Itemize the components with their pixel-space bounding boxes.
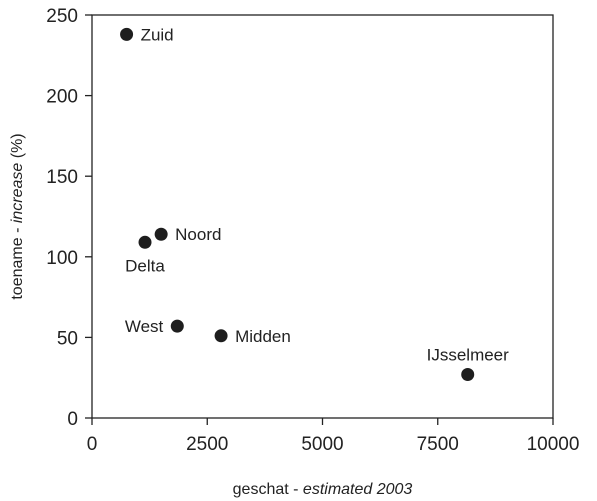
x-tick-label: 0 bbox=[87, 434, 98, 455]
data-point bbox=[461, 367, 475, 381]
data-point-label: West bbox=[125, 317, 164, 336]
x-tick-label: 5000 bbox=[301, 434, 343, 455]
data-point bbox=[120, 27, 134, 41]
x-tick-label: 10000 bbox=[527, 434, 580, 455]
y-axis: 0 50 100 150 200 250 bbox=[46, 6, 92, 430]
data-point-label: Zuid bbox=[141, 25, 174, 44]
y-tick-label: 100 bbox=[46, 248, 78, 269]
data-point-label: Midden bbox=[235, 327, 291, 346]
x-tick-label: 2500 bbox=[186, 434, 228, 455]
y-axis-label-prefix: toename - bbox=[9, 223, 26, 299]
y-tick-label: 50 bbox=[57, 328, 78, 349]
data-point-label: Delta bbox=[125, 256, 165, 275]
data-point bbox=[214, 329, 228, 343]
x-axis-label-prefix: geschat - bbox=[233, 481, 303, 498]
y-axis-label: toename - increase (%) bbox=[9, 133, 26, 299]
y-axis-label-italic: increase bbox=[9, 163, 26, 224]
x-axis: 0 2500 5000 7500 10000 bbox=[87, 418, 580, 455]
y-tick-label: 200 bbox=[46, 87, 78, 108]
data-point-label: Noord bbox=[175, 225, 221, 244]
data-point bbox=[138, 235, 152, 249]
data-point-label: IJsselmeer bbox=[427, 345, 510, 364]
y-tick-label: 250 bbox=[46, 6, 78, 27]
x-axis-label-italic: estimated 2003 bbox=[303, 481, 413, 498]
x-axis-label: geschat - estimated 2003 bbox=[233, 481, 413, 498]
data-point bbox=[154, 227, 168, 241]
data-point bbox=[170, 319, 184, 333]
y-axis-label-suffix: (%) bbox=[9, 133, 26, 162]
y-tick-label: 0 bbox=[67, 409, 78, 430]
y-tick-label: 150 bbox=[46, 167, 78, 188]
x-tick-label: 7500 bbox=[417, 434, 459, 455]
data-points: Zuid Noord Delta West Midden IJsselmeer bbox=[120, 25, 509, 381]
